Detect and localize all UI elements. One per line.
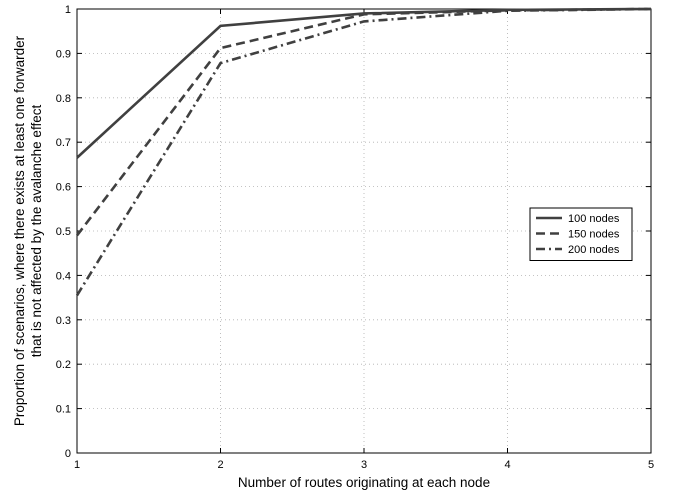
y-tick-label: 0.3	[56, 315, 71, 327]
legend: 100 nodes 150 nodes 200 nodes	[529, 207, 633, 261]
y-axis-label-line-1: Proportion of scenarios, where there exi…	[12, 35, 27, 426]
y-tick-label: 0.4	[56, 270, 71, 282]
y-tick-label: 0.6	[56, 182, 71, 194]
x-tick-label: 4	[504, 459, 510, 471]
y-tick-label: 0	[65, 448, 71, 460]
y-tick-label: 0.8	[56, 93, 71, 105]
x-axis-label: Number of routes originating at each nod…	[238, 475, 490, 490]
y-tick-label: 1	[65, 4, 71, 16]
series-lines	[75, 7, 652, 297]
axis-ticks: 1 2 3 4 5 0 0.1 0.2 0.3 0.4 0.5 0.6 0.7 0.8 0.9 1	[56, 4, 654, 471]
x-tick-label: 1	[74, 459, 80, 471]
y-axis-label-line-2: that is not affected by the avalanche ef…	[29, 105, 44, 358]
legend-label: 100 nodes	[568, 213, 620, 225]
series-line-100-nodes	[76, 7, 652, 159]
y-tick-label: 0.2	[56, 359, 71, 371]
x-tick-label: 2	[217, 459, 223, 471]
y-tick-label: 0.5	[56, 226, 71, 238]
y-tick-label: 0.1	[56, 404, 71, 416]
legend-label: 150 nodes	[568, 229, 620, 241]
legend-label: 200 nodes	[568, 244, 620, 256]
y-tick-label: 0.9	[56, 48, 71, 60]
series-line-200-nodes	[75, 7, 652, 297]
y-tick-label: 0.7	[56, 137, 71, 149]
x-tick-label: 5	[648, 459, 654, 471]
x-tick-label: 3	[361, 459, 367, 471]
